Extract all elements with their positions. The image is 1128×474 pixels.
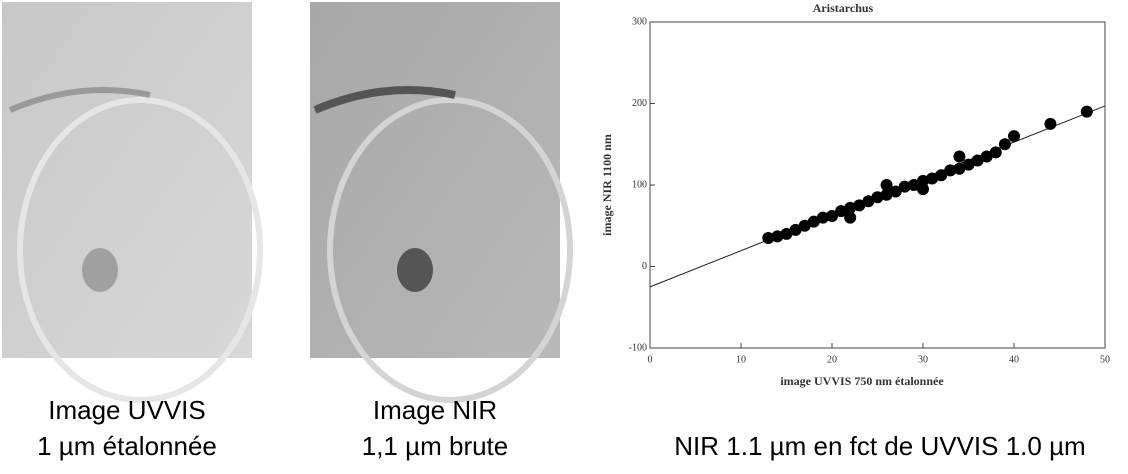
point xyxy=(907,179,920,191)
point xyxy=(762,231,775,244)
chart-title: Aristarchus xyxy=(813,1,874,15)
point xyxy=(862,195,875,208)
point xyxy=(944,164,957,177)
plot-frame xyxy=(649,21,1106,349)
y-tick-label: 100 xyxy=(632,179,647,190)
point xyxy=(1080,105,1093,118)
x-tick-label: 10 xyxy=(736,354,746,365)
point xyxy=(844,201,857,214)
y-tick-label: 300 xyxy=(632,16,647,27)
point xyxy=(826,209,838,222)
point xyxy=(926,172,939,185)
point xyxy=(962,158,975,171)
caption: 1,1 µm brute xyxy=(362,431,509,461)
point xyxy=(880,188,893,201)
point xyxy=(1044,117,1057,130)
point xyxy=(898,180,911,193)
point xyxy=(798,219,811,232)
y-axis-label: image NIR 1100 nm xyxy=(600,134,614,236)
point xyxy=(935,169,948,182)
point xyxy=(771,230,784,243)
x-axis-label: image UVVIS 750 nm étalonnée xyxy=(780,374,944,388)
y-tick-label: -100 xyxy=(629,342,647,353)
x-tick-label: 50 xyxy=(1100,354,1110,365)
y-tick-label: 0 xyxy=(642,261,647,272)
point xyxy=(807,215,820,228)
point xyxy=(953,150,966,163)
point xyxy=(880,179,893,191)
caption: NIR 1.1 µm en fct de UVVIS 1.0 µm xyxy=(674,431,1085,461)
caption: 1 µm étalonnée xyxy=(37,431,217,461)
point xyxy=(780,227,793,240)
point xyxy=(871,191,884,204)
point xyxy=(917,183,929,196)
point xyxy=(853,199,866,212)
point xyxy=(998,138,1011,151)
x-tick-label: 30 xyxy=(918,354,928,365)
y-tick-label: 200 xyxy=(632,98,647,109)
caption: Image NIR xyxy=(373,395,497,425)
point xyxy=(844,211,857,224)
point xyxy=(989,146,1002,159)
x-tick-label: 0 xyxy=(648,354,653,365)
point xyxy=(971,154,984,167)
uvvis-image xyxy=(2,2,263,403)
nir-image xyxy=(310,2,573,403)
point xyxy=(816,211,829,224)
point xyxy=(789,223,802,236)
point xyxy=(980,150,993,163)
point xyxy=(889,185,902,198)
point xyxy=(1008,130,1020,143)
x-tick-label: 20 xyxy=(827,354,837,365)
point xyxy=(953,162,966,175)
caption: Image UVVIS xyxy=(48,395,206,425)
point xyxy=(835,205,848,218)
x-tick-label: 40 xyxy=(1009,354,1019,365)
